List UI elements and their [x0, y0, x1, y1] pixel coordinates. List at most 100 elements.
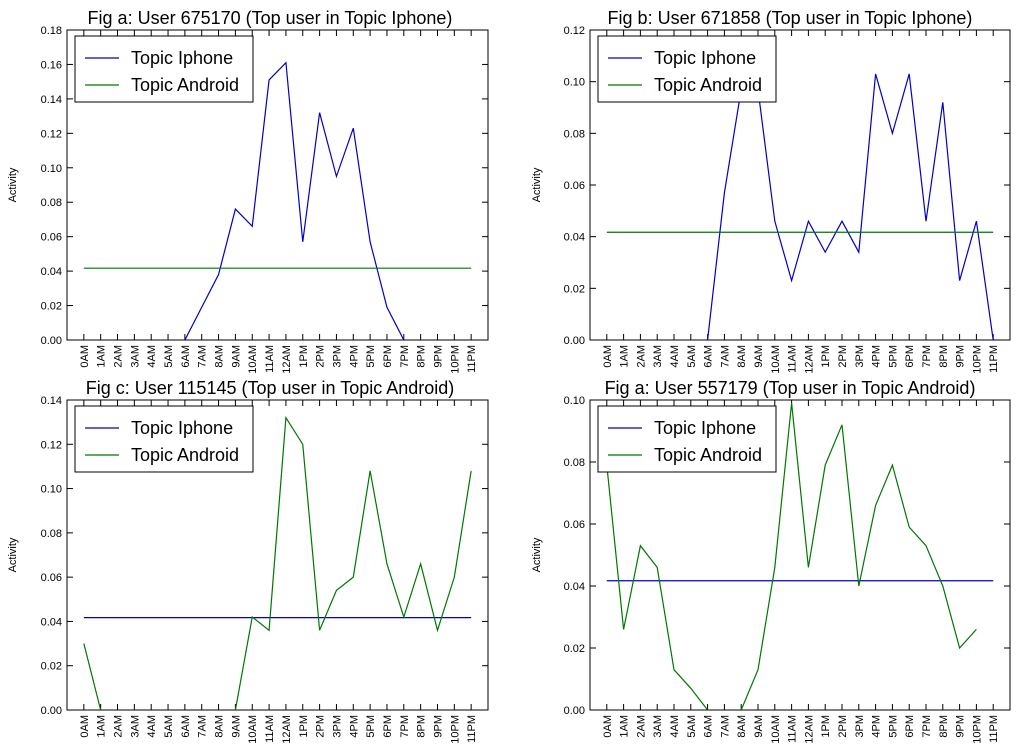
x-tick-label: 0AM — [79, 715, 91, 738]
x-tick-label: 8PM — [938, 715, 950, 738]
x-tick-label: 10PM — [971, 345, 983, 374]
x-tick-label: 10AM — [247, 715, 259, 744]
x-tick-label: 10AM — [247, 345, 259, 374]
x-tick-label: 1PM — [820, 345, 832, 368]
y-axis-label: Activity — [531, 167, 543, 202]
x-tick-label: 4AM — [669, 715, 681, 738]
chart-title: Fig a: User 557179 (Top user in Topic An… — [605, 378, 976, 398]
x-tick-label: 12AM — [803, 715, 815, 744]
chart-panel-4: Fig a: User 557179 (Top user in Topic An… — [531, 378, 1011, 744]
chart-title: Fig c: User 115145 (Top user in Topic An… — [86, 378, 455, 398]
x-tick-label: 8PM — [416, 715, 428, 738]
x-tick-label: 9AM — [230, 345, 242, 368]
y-tick-label: 0.00 — [41, 705, 62, 717]
x-tick-label: 2AM — [635, 715, 647, 738]
x-tick-label: 9AM — [230, 715, 242, 738]
x-tick-label: 11AM — [787, 345, 799, 373]
x-tick-label: 3AM — [652, 715, 664, 738]
x-tick-label: 1AM — [619, 715, 631, 738]
x-tick-label: 11PM — [988, 345, 1000, 373]
x-tick-label: 11PM — [988, 715, 1000, 743]
legend-entry: Topic Iphone — [654, 48, 756, 68]
x-tick-label: 2PM — [837, 715, 849, 738]
x-tick-label: 3PM — [854, 715, 866, 738]
x-tick-label: 8PM — [938, 345, 950, 368]
x-tick-label: 5PM — [887, 715, 899, 738]
legend-entry: Topic Iphone — [654, 418, 756, 438]
y-tick-label: 0.08 — [564, 457, 585, 469]
y-tick-label: 0.06 — [41, 572, 62, 584]
legend-entry: Topic Android — [131, 75, 239, 95]
y-axis-label: Activity — [7, 537, 19, 572]
y-tick-label: 0.10 — [41, 163, 62, 175]
x-tick-label: 3AM — [129, 715, 141, 738]
x-tick-label: 5PM — [365, 715, 377, 738]
legend-box — [597, 35, 777, 103]
y-tick-label: 0.10 — [564, 77, 585, 89]
y-axis-label: Activity — [7, 167, 19, 202]
x-tick-label: 6PM — [904, 345, 916, 368]
legend-box — [74, 405, 254, 473]
y-tick-label: 0.12 — [41, 439, 62, 451]
y-tick-label: 0.12 — [41, 128, 62, 140]
legend-box — [597, 405, 777, 473]
x-tick-label: 1AM — [619, 345, 631, 368]
x-tick-label: 6AM — [180, 345, 192, 368]
y-tick-label: 0.12 — [564, 25, 585, 37]
y-tick-label: 0.06 — [564, 180, 585, 192]
x-tick-label: 2AM — [635, 345, 647, 368]
x-tick-label: 1PM — [298, 345, 310, 368]
x-tick-label: 7AM — [197, 345, 209, 368]
x-tick-label: 9PM — [432, 715, 444, 738]
x-tick-label: 9AM — [753, 345, 765, 368]
chart-title: Fig a: User 675170 (Top user in Topic Ip… — [88, 8, 453, 28]
y-tick-label: 0.16 — [41, 59, 62, 71]
y-tick-label: 0.00 — [564, 705, 585, 717]
plot-frame — [66, 399, 489, 711]
x-tick-label: 9PM — [432, 345, 444, 368]
x-tick-label: 3AM — [129, 345, 141, 368]
y-axis-label: Activity — [531, 537, 543, 572]
x-tick-label: 3AM — [652, 345, 664, 368]
chart-title: Fig b: User 671858 (Top user in Topic Ip… — [608, 8, 973, 28]
y-tick-label: 0.08 — [41, 528, 62, 540]
x-tick-label: 12AM — [281, 345, 293, 374]
y-tick-label: 0.02 — [41, 661, 62, 673]
y-tick-label: 0.10 — [564, 395, 585, 407]
x-tick-label: 2AM — [113, 715, 125, 738]
x-tick-label: 8AM — [214, 345, 226, 368]
x-tick-label: 3PM — [331, 345, 343, 368]
y-tick-label: 0.08 — [41, 197, 62, 209]
x-tick-label: 7PM — [921, 345, 933, 368]
legend-entry: Topic Iphone — [131, 48, 233, 68]
x-tick-label: 10AM — [770, 715, 782, 744]
x-tick-label: 5AM — [163, 345, 175, 368]
y-tick-label: 0.02 — [41, 301, 62, 313]
x-tick-label: 10PM — [449, 715, 461, 744]
x-tick-label: 6AM — [703, 345, 715, 368]
chart-panel-1: Fig a: User 675170 (Top user in Topic Ip… — [7, 8, 489, 374]
y-tick-label: 0.02 — [564, 643, 585, 655]
x-tick-label: 7AM — [719, 345, 731, 368]
x-tick-label: 4PM — [871, 345, 883, 368]
y-tick-label: 0.00 — [41, 335, 62, 347]
x-tick-label: 8AM — [736, 715, 748, 738]
y-tick-label: 0.04 — [564, 232, 585, 244]
series-line-topic-iphone — [707, 73, 994, 340]
x-tick-label: 10PM — [449, 345, 461, 374]
x-tick-label: 0AM — [79, 345, 91, 368]
x-tick-label: 8PM — [416, 345, 428, 368]
legend-box — [74, 35, 254, 103]
x-tick-label: 5PM — [887, 345, 899, 368]
x-tick-label: 8AM — [736, 345, 748, 368]
chart-panel-3: Fig c: User 115145 (Top user in Topic An… — [7, 378, 489, 744]
x-tick-label: 9PM — [955, 715, 967, 738]
x-tick-label: 9PM — [955, 345, 967, 368]
x-tick-label: 10PM — [971, 715, 983, 744]
x-tick-label: 3PM — [331, 715, 343, 738]
x-tick-label: 1PM — [298, 715, 310, 738]
y-tick-label: 0.14 — [41, 94, 62, 106]
x-tick-label: 6AM — [703, 715, 715, 738]
y-tick-label: 0.10 — [41, 484, 62, 496]
